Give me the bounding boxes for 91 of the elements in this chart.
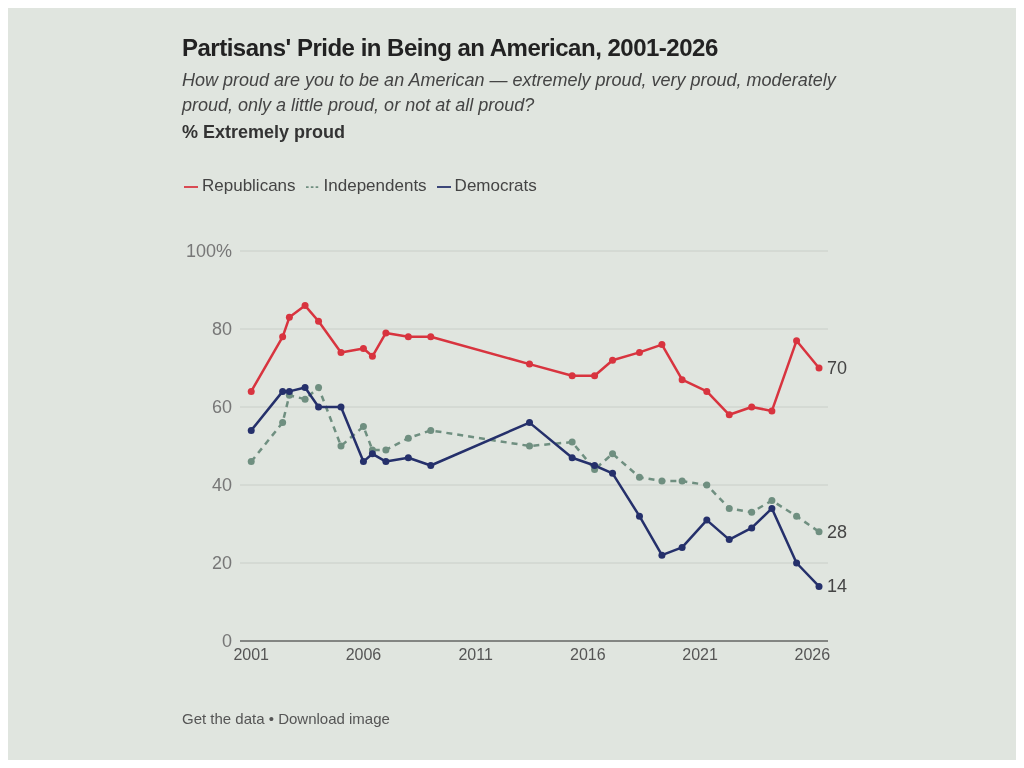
x-tick-label: 2026 xyxy=(794,646,831,664)
point xyxy=(815,364,823,372)
text: Get the data • Download image xyxy=(182,710,390,727)
point xyxy=(725,411,733,419)
point xyxy=(568,454,576,462)
point xyxy=(427,426,435,434)
point xyxy=(725,536,733,544)
y-tick-label: 0 xyxy=(221,631,232,652)
point xyxy=(315,317,323,325)
point xyxy=(247,458,255,466)
x-tick-label: 2021 xyxy=(682,646,718,664)
point xyxy=(591,372,599,380)
point xyxy=(382,329,390,337)
point xyxy=(382,446,390,454)
point xyxy=(279,387,287,395)
point xyxy=(725,504,733,512)
data-label: 70 xyxy=(827,358,848,378)
point xyxy=(301,384,309,391)
point xyxy=(337,348,345,356)
point xyxy=(568,372,576,380)
point xyxy=(359,423,367,430)
point xyxy=(247,426,255,434)
point xyxy=(748,524,756,532)
point xyxy=(301,302,309,310)
y-tick-label: 80 xyxy=(211,319,232,340)
point xyxy=(368,352,376,360)
point xyxy=(315,384,323,391)
point xyxy=(285,313,293,321)
point xyxy=(658,551,666,559)
point xyxy=(404,434,412,442)
data-label: 14 xyxy=(827,576,848,597)
point xyxy=(591,462,599,469)
point xyxy=(404,333,412,341)
y-tick-label: 40 xyxy=(211,475,232,496)
y-tick-label: 100% xyxy=(185,241,232,262)
text: % Extremely proud xyxy=(182,122,347,143)
y-tick-label: 60 xyxy=(211,397,232,418)
point xyxy=(658,341,666,349)
x-tick-label: 2011 xyxy=(458,646,493,664)
legend-label: Independents xyxy=(323,176,427,195)
legend-label: Democrats xyxy=(454,176,537,195)
point xyxy=(678,543,686,551)
chart-subtitle: How proud are you to be an American — extremely proud, very proud, moderately proud, only a little proud, or not at all proud? xyxy=(182,69,838,117)
point xyxy=(748,403,756,411)
point xyxy=(404,454,412,462)
point xyxy=(703,481,711,489)
point xyxy=(768,504,776,512)
point xyxy=(815,582,823,590)
legend-label: Republicans xyxy=(202,176,296,195)
point xyxy=(359,458,367,466)
point xyxy=(793,559,801,567)
point xyxy=(368,450,376,458)
x-tick-label: 2006 xyxy=(345,646,382,664)
point xyxy=(678,477,686,485)
point xyxy=(427,333,435,341)
point xyxy=(635,348,643,356)
point xyxy=(568,438,576,446)
point xyxy=(526,442,534,450)
point xyxy=(748,508,756,516)
point xyxy=(301,395,309,403)
y-tick-label: 20 xyxy=(211,553,232,574)
point xyxy=(793,512,801,520)
point xyxy=(279,419,287,427)
x-tick-label: 2001 xyxy=(233,646,270,664)
point xyxy=(427,462,435,469)
point xyxy=(337,403,345,411)
point xyxy=(768,407,776,415)
point xyxy=(635,512,643,520)
point xyxy=(382,458,390,466)
point xyxy=(703,516,711,524)
point xyxy=(279,333,287,341)
point xyxy=(768,497,776,505)
point xyxy=(609,356,617,364)
data-label: 28 xyxy=(827,521,848,542)
x-tick-label: 2016 xyxy=(570,646,606,664)
point xyxy=(526,360,534,368)
point xyxy=(247,387,255,395)
point xyxy=(703,387,711,395)
point xyxy=(793,337,801,345)
point xyxy=(609,450,617,458)
point xyxy=(285,387,293,395)
point xyxy=(315,403,323,411)
chart-title: Partisans' Pride in Being an American, 2001-2026 xyxy=(182,34,719,62)
point xyxy=(609,469,617,477)
point xyxy=(815,528,823,536)
point xyxy=(678,376,686,384)
point xyxy=(337,442,345,450)
point xyxy=(658,477,666,485)
point xyxy=(359,345,367,352)
point xyxy=(526,419,534,427)
point xyxy=(635,473,643,481)
